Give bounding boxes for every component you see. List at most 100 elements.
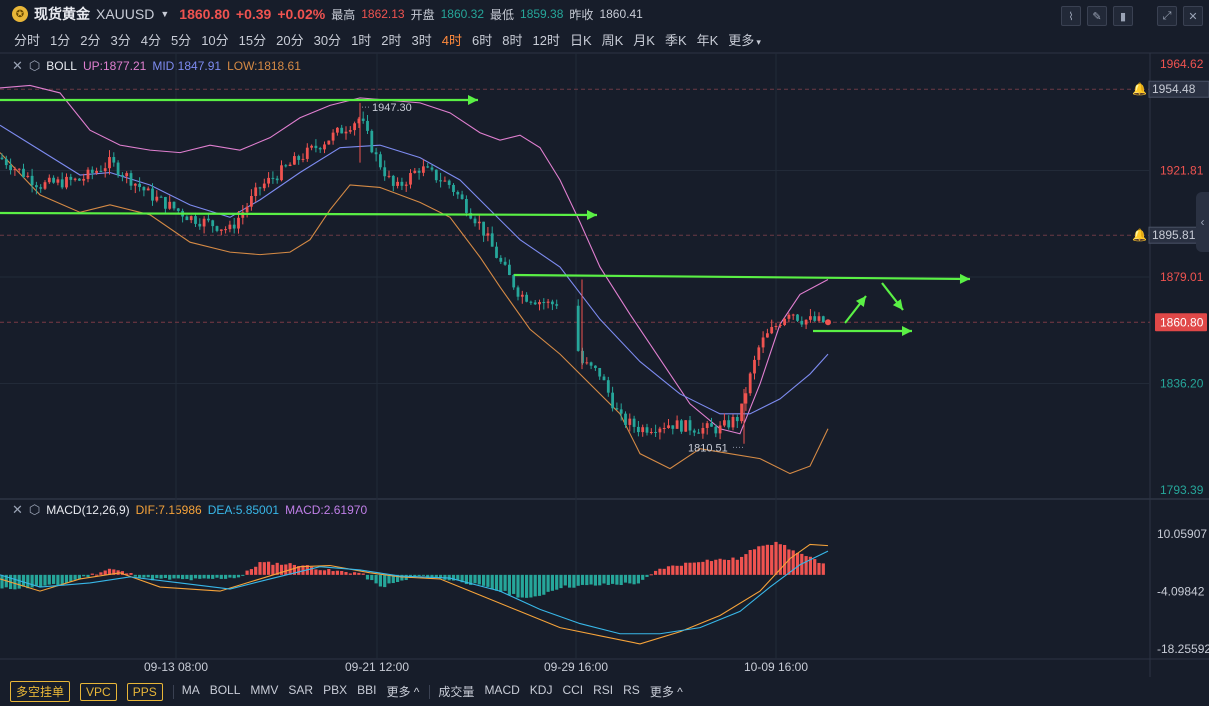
period-18[interactable]: 周K xyxy=(601,32,624,48)
price-chart[interactable]: 1947.30 1810.51 1964.62 🔔 1954.48 1921.81 🔔 18… xyxy=(0,0,1209,677)
macd-bar xyxy=(744,554,748,575)
period-4[interactable]: 4分 xyxy=(140,32,161,48)
main_indicators-5[interactable]: BBI xyxy=(357,683,377,697)
candle-body xyxy=(103,168,107,172)
gear-icon[interactable]: ⬡ xyxy=(28,58,41,73)
chart-icon[interactable]: ⌇ xyxy=(1061,6,1081,26)
candle-body xyxy=(262,183,266,189)
sub_indicators-0[interactable]: 成交量 xyxy=(438,685,475,699)
close-icon[interactable]: ✕ xyxy=(12,502,23,517)
candle-body xyxy=(69,176,73,180)
close-icon[interactable]: ✕ xyxy=(12,58,23,73)
period-22[interactable]: 更多 xyxy=(728,30,761,49)
pencil-icon[interactable]: ✎ xyxy=(1087,6,1107,26)
candle-body xyxy=(344,131,348,134)
period-16[interactable]: 12时 xyxy=(532,32,560,48)
chevron-down-icon[interactable]: ▼ xyxy=(160,9,170,19)
macd-bar xyxy=(645,574,649,577)
candle-body xyxy=(39,187,43,189)
macd-bar xyxy=(757,546,761,575)
vpc-button[interactable]: VPC xyxy=(80,682,117,701)
candle-body xyxy=(327,140,331,145)
macd-bar xyxy=(254,566,258,575)
macd-axis-label: 10.05907 xyxy=(1157,527,1207,541)
sub_indicators-4[interactable]: RSI xyxy=(593,683,614,697)
candle-body xyxy=(232,224,236,229)
candle-body xyxy=(718,425,722,434)
sub_indicators-2[interactable]: KDJ xyxy=(529,683,553,697)
order-book-button[interactable]: 多空挂单 xyxy=(10,681,71,702)
current-price-tag xyxy=(1155,313,1207,332)
candle-body xyxy=(211,220,215,227)
period-19[interactable]: 月K xyxy=(633,32,655,48)
period-10[interactable]: 1时 xyxy=(351,32,372,48)
sub_indicators-1[interactable]: MACD xyxy=(484,683,520,697)
period-11[interactable]: 2时 xyxy=(381,32,402,48)
main_indicators-6[interactable]: 更多 ^ xyxy=(386,685,420,699)
candle-body xyxy=(409,173,412,185)
period-3[interactable]: 3分 xyxy=(110,32,131,48)
candle-body xyxy=(142,187,146,191)
macd-bar xyxy=(611,574,615,584)
sub_indicators-6[interactable]: 更多 ^ xyxy=(649,685,683,699)
close-icon[interactable]: ✕ xyxy=(1183,6,1203,26)
macd-bar xyxy=(267,561,271,575)
period-8[interactable]: 20分 xyxy=(276,32,304,48)
macd-dea-line xyxy=(0,550,829,635)
main_indicators-0[interactable]: MA xyxy=(181,683,200,697)
macd-bar xyxy=(473,574,477,584)
period-17[interactable]: 日K xyxy=(569,32,592,48)
expand-icon[interactable]: ⤢ xyxy=(1157,6,1177,26)
period-0[interactable]: 分时 xyxy=(14,32,41,48)
macd-bar xyxy=(817,562,821,575)
candle-body xyxy=(250,195,253,207)
candle-body xyxy=(460,194,464,200)
pps-button[interactable]: PPS xyxy=(126,682,163,701)
period-1[interactable]: 1分 xyxy=(50,32,71,48)
macd-bar xyxy=(494,574,499,591)
main_indicators-1[interactable]: BOLL xyxy=(209,683,241,697)
sub_indicators-3[interactable]: CCI xyxy=(562,683,584,697)
period-5[interactable]: 5分 xyxy=(170,32,192,48)
macd-bar xyxy=(370,574,374,581)
period-21[interactable]: 年K xyxy=(696,32,719,48)
boll-middle-line xyxy=(0,124,829,415)
macd-bar xyxy=(150,574,155,581)
candle-body xyxy=(766,333,769,338)
period-2[interactable]: 2分 xyxy=(80,32,101,48)
macd-bar xyxy=(589,574,593,585)
macd-bar xyxy=(559,574,563,589)
macd-bar xyxy=(413,574,417,578)
period-14[interactable]: 6时 xyxy=(472,32,493,48)
main_indicators-3[interactable]: SAR xyxy=(288,683,314,697)
period-20[interactable]: 季K xyxy=(664,32,687,48)
candle-body xyxy=(740,403,743,422)
sub_indicators-5[interactable]: RS xyxy=(623,683,640,697)
boll-name: BOLL xyxy=(46,59,77,73)
macd-bar xyxy=(374,574,378,584)
macd-bar xyxy=(499,574,503,592)
macd-bar xyxy=(249,569,253,575)
period-7[interactable]: 15分 xyxy=(238,32,267,48)
period-12[interactable]: 3时 xyxy=(411,32,432,48)
macd-bar xyxy=(641,574,645,580)
period-13[interactable]: 4时 xyxy=(441,32,462,48)
candle-body xyxy=(439,180,442,182)
symbol-name[interactable]: 现货黄金 xyxy=(34,6,90,22)
chevron-left-icon[interactable]: ‹ xyxy=(1196,192,1209,252)
candle-body xyxy=(65,176,68,188)
period-6[interactable]: 10分 xyxy=(201,32,229,48)
main_indicators-2[interactable]: MMV xyxy=(250,683,279,697)
period-15[interactable]: 8时 xyxy=(502,32,523,48)
candle-body xyxy=(761,337,765,348)
main_indicators-4[interactable]: PBX xyxy=(323,683,348,697)
candles-icon[interactable]: ▮ xyxy=(1113,6,1133,26)
macd-bar xyxy=(623,574,628,583)
period-9[interactable]: 30分 xyxy=(313,32,342,48)
macd-bar xyxy=(507,574,511,596)
candle-body xyxy=(731,416,735,428)
macd-bar xyxy=(279,564,284,575)
gear-icon[interactable]: ⬡ xyxy=(28,502,41,517)
symbol-header: ✪ 现货黄金 XAUUSD ▼ 1860.80 +0.39 +0.02% 最高 … xyxy=(0,0,1209,28)
symbol-code[interactable]: XAUUSD xyxy=(96,6,155,22)
